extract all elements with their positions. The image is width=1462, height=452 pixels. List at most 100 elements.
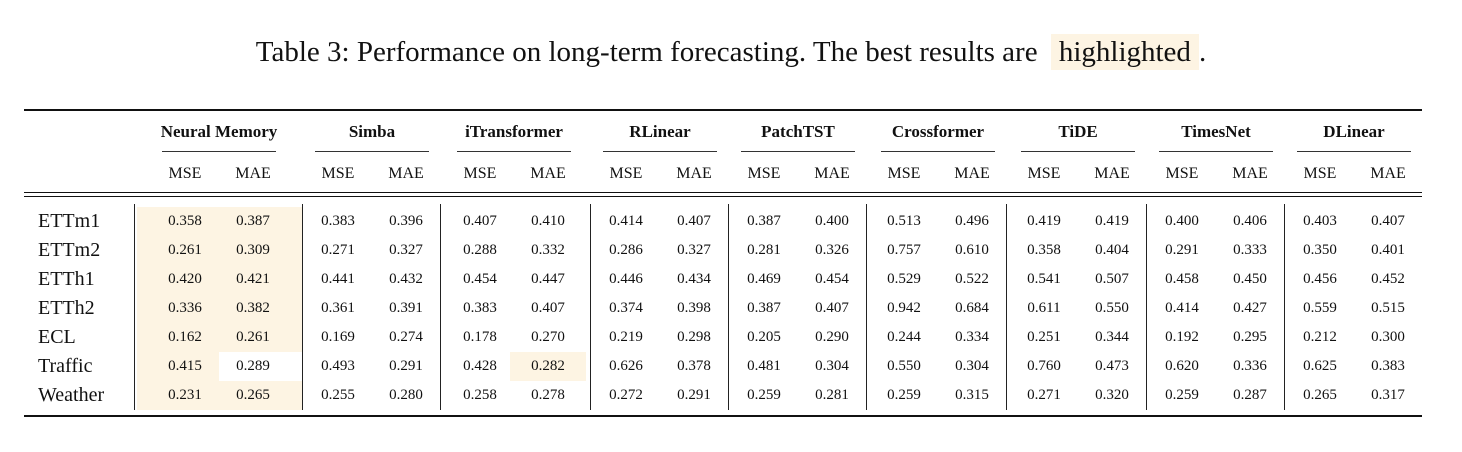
table-cell: 0.333: [1233, 242, 1267, 258]
table-cell: 0.272: [609, 387, 643, 403]
table-cell: 0.454: [815, 271, 849, 287]
model-header-underline: [603, 151, 717, 152]
table-cell: 0.326: [815, 242, 849, 258]
table-cell: 0.374: [609, 300, 643, 316]
table-cell: 0.450: [1233, 271, 1267, 287]
metric-header: MSE: [321, 165, 355, 182]
table-cell: 0.192: [1165, 329, 1199, 345]
table-cell: 0.205: [747, 329, 781, 345]
table-cell: 0.407: [1371, 213, 1405, 229]
table-cell: 0.446: [609, 271, 643, 287]
table-cell: 0.295: [1233, 329, 1267, 345]
table-cell: 0.383: [321, 213, 355, 229]
table-cell: 0.358: [1027, 242, 1061, 258]
table-cell: 0.291: [677, 387, 711, 403]
table-cell: 0.529: [887, 271, 921, 287]
table-cell: 0.421: [236, 271, 270, 287]
table-cell: 0.304: [815, 358, 849, 374]
metric-header: MAE: [530, 165, 566, 182]
table-cell: 0.414: [609, 213, 643, 229]
table-cell: 0.271: [321, 242, 355, 258]
model-header: DLinear: [1323, 122, 1385, 141]
column-separator: [1146, 204, 1147, 410]
table-cell: 0.420: [168, 271, 202, 287]
table-cell: 0.387: [747, 213, 781, 229]
table-cell: 0.415: [168, 358, 202, 374]
model-header-underline: [741, 151, 855, 152]
table-cell: 0.259: [747, 387, 781, 403]
table-cell: 0.178: [463, 329, 497, 345]
table-cell: 0.378: [677, 358, 711, 374]
column-separator: [1006, 204, 1007, 410]
table-cell: 0.231: [168, 387, 202, 403]
metric-header: MSE: [168, 165, 202, 182]
table-cell: 0.315: [955, 387, 989, 403]
table-cell: 0.336: [168, 300, 202, 316]
table-cell: 0.271: [1027, 387, 1061, 403]
table-cell: 0.441: [321, 271, 355, 287]
model-header-underline: [881, 151, 995, 152]
metric-header: MAE: [1094, 165, 1130, 182]
table-cell: 0.398: [677, 300, 711, 316]
table-cell: 0.407: [463, 213, 497, 229]
table-cell: 0.361: [321, 300, 355, 316]
table-cell: 0.541: [1027, 271, 1061, 287]
table-cell: 0.942: [887, 300, 921, 316]
table-cell: 0.473: [1095, 358, 1129, 374]
table-cell: 0.396: [389, 213, 423, 229]
table-cell: 0.244: [887, 329, 921, 345]
table-cell: 0.336: [1233, 358, 1267, 374]
table-cell: 0.261: [168, 242, 202, 258]
table-cell: 0.620: [1165, 358, 1199, 374]
model-header: TimesNet: [1181, 122, 1251, 141]
model-header-underline: [1021, 151, 1135, 152]
model-header-underline: [315, 151, 429, 152]
table-cell: 0.419: [1095, 213, 1129, 229]
table-caption: Table 3: Performance on long-term foreca…: [0, 30, 1462, 74]
table-cell: 0.291: [389, 358, 423, 374]
metric-header: MSE: [463, 165, 497, 182]
caption-text: Table 3: Performance on long-term foreca…: [255, 36, 1038, 68]
table-cell: 0.259: [1165, 387, 1199, 403]
table-cell: 0.278: [531, 387, 565, 403]
header-double-rule-lower: [24, 196, 1422, 197]
table-cell: 0.212: [1303, 329, 1337, 345]
metric-header: MSE: [747, 165, 781, 182]
best-cell-highlight: [510, 352, 586, 381]
table-cell: 0.400: [1165, 213, 1199, 229]
table-cell: 0.550: [1095, 300, 1129, 316]
table-cell: 0.458: [1165, 271, 1199, 287]
model-header-underline: [1297, 151, 1411, 152]
table-cell: 0.261: [236, 329, 270, 345]
column-separator: [728, 204, 729, 410]
table-cell: 0.406: [1233, 213, 1267, 229]
table-cell: 0.559: [1303, 300, 1337, 316]
table-cell: 0.391: [389, 300, 423, 316]
model-header: PatchTST: [761, 122, 835, 141]
column-separator: [590, 204, 591, 410]
table-cell: 0.760: [1027, 358, 1061, 374]
caption-highlight-swatch: highlighted: [1050, 34, 1199, 70]
table-cell: 0.358: [168, 213, 202, 229]
table-cell: 0.626: [609, 358, 643, 374]
table-cell: 0.219: [609, 329, 643, 345]
table-cell: 0.290: [815, 329, 849, 345]
metric-header: MAE: [676, 165, 712, 182]
metric-header: MAE: [388, 165, 424, 182]
model-header: RLinear: [629, 122, 691, 141]
model-header-underline: [162, 151, 276, 152]
table-cell: 0.332: [531, 242, 565, 258]
table-cell: 0.432: [389, 271, 423, 287]
table-cell: 0.610: [955, 242, 989, 258]
column-separator: [1284, 204, 1285, 410]
model-header: iTransformer: [465, 122, 563, 141]
table-cell: 0.344: [1095, 329, 1129, 345]
table-cell: 0.515: [1371, 300, 1405, 316]
table-cell: 0.469: [747, 271, 781, 287]
table-cell: 0.320: [1095, 387, 1129, 403]
table-cell: 0.251: [1027, 329, 1061, 345]
table-cell: 0.757: [887, 242, 921, 258]
table-cell: 0.387: [747, 300, 781, 316]
table-cell: 0.265: [236, 387, 270, 403]
table-cell: 0.407: [815, 300, 849, 316]
